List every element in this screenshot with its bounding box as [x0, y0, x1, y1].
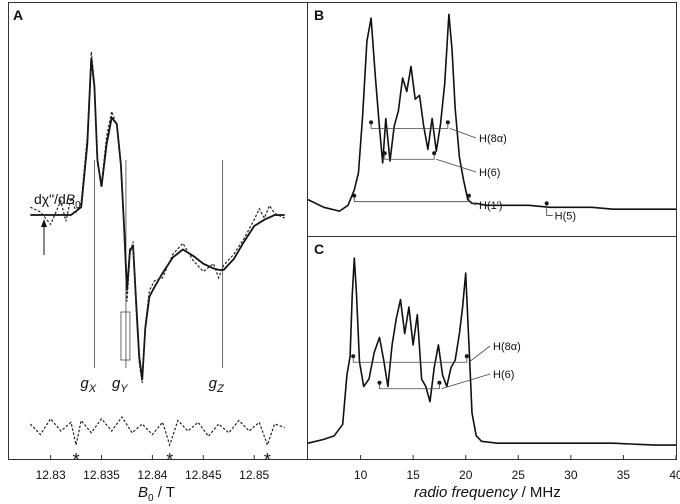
- panel-a-gy-box: [120, 311, 131, 361]
- panel-c-xtick-label-5: 30: [564, 468, 578, 482]
- panel-a-xlabel: B0 / T: [138, 484, 175, 504]
- panel-a-star-2: *: [166, 450, 173, 470]
- panel-c-xtick-label-6: 35: [617, 468, 631, 482]
- panel-c-xtick-label-1: 10: [354, 468, 368, 482]
- panel-c-annotation-h6: H(6): [377, 369, 514, 390]
- panel-a-g-label-x: gX: [80, 375, 96, 395]
- panel-b-annotation-h1: H(1'): [352, 193, 503, 212]
- panel-b-annotation-h5: H(5): [544, 201, 576, 222]
- panel-b-annotation-h8: H(8α): [369, 120, 507, 145]
- panel-label-a: A: [13, 7, 23, 23]
- panel-c-spectrum: [307, 257, 676, 446]
- svg-text:H(8α): H(8α): [479, 133, 507, 145]
- panel-c-xtick-label-7: 40: [669, 468, 680, 482]
- panel-a-ylabel-arrow: [41, 219, 47, 255]
- panel-a-xtick-label-1: 12.83: [36, 468, 66, 482]
- panel-c-xtick-label-3: 20: [459, 468, 473, 482]
- panel-c-xtick-label-2: 15: [406, 468, 420, 482]
- svg-text:H(6): H(6): [479, 167, 500, 179]
- svg-text:radio frequency / MHz: radio frequency / MHz: [414, 484, 561, 501]
- panel-b-spectrum: [307, 13, 676, 212]
- panel-b-annotation-h6: H(6): [382, 151, 500, 179]
- panel-c-xtick-label-4: 25: [512, 468, 526, 482]
- panel-a-star-3: *: [264, 450, 271, 470]
- svg-text:B0 / T: B0 / T: [138, 484, 175, 504]
- panel-label-c: C: [314, 241, 324, 257]
- panel-bc-frame: [307, 2, 677, 460]
- panel-a-series-solid: [30, 57, 285, 381]
- panel-a-series-dotted: [30, 51, 285, 384]
- panel-a-xtick-label-5: 12.85: [239, 468, 269, 482]
- panel-c-xlabel: radio frequency / MHz: [414, 484, 561, 501]
- panel-a-series-residual: [29, 415, 285, 447]
- svg-text:H(6): H(6): [493, 369, 514, 381]
- panel-a-g-label-y: gY: [112, 375, 128, 395]
- panel-a-g-label-z: gZ: [209, 375, 225, 395]
- panel-a-frame: [8, 2, 308, 460]
- panel-c-annotation-h8: H(8α): [351, 341, 521, 363]
- panel-a-star-1: *: [73, 450, 80, 470]
- svg-text:H(1'): H(1'): [479, 200, 503, 212]
- svg-text:H(5): H(5): [555, 210, 576, 222]
- svg-text:H(8α): H(8α): [493, 341, 521, 353]
- panel-label-b: B: [314, 7, 324, 23]
- panel-a-xtick-label-4: 12.845: [185, 468, 222, 482]
- panel-a-xtick-label-2: 12.835: [83, 468, 120, 482]
- panel-a-xtick-label-3: 12.84: [137, 468, 167, 482]
